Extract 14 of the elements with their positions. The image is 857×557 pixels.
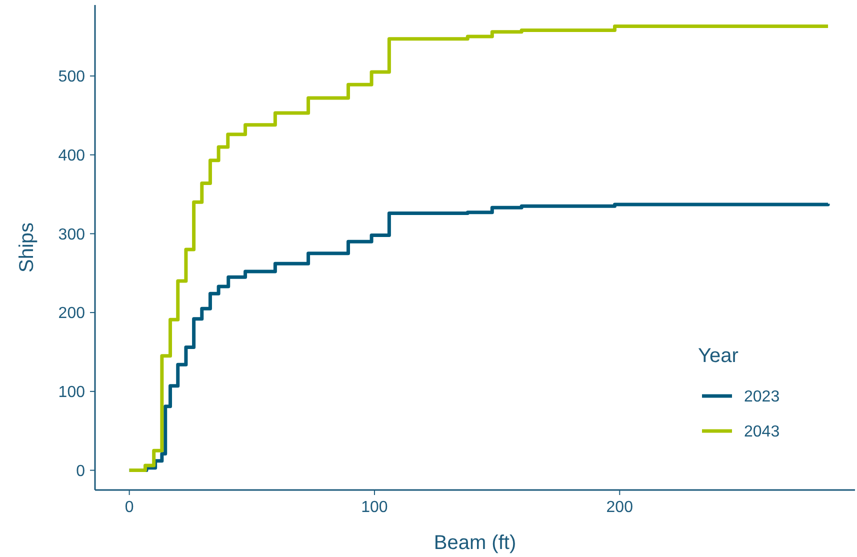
y-tick-label: 500 [58,68,86,86]
x-axis-title: Beam (ft) [434,532,516,554]
y-tick-label: 0 [76,462,86,480]
y-tick-label: 100 [58,384,86,402]
y-tick-label: 400 [58,147,86,164]
x-tick-label: 200 [606,499,634,516]
y-axis-title: Ships [16,222,38,273]
x-tick-label: 100 [361,499,388,516]
legend-label: 2023 [744,388,780,406]
legend-label: 2043 [744,424,780,441]
y-tick-label: 300 [58,226,86,244]
x-tick-label: 0 [124,499,134,516]
legend-title: Year [698,345,739,367]
y-tick-label: 200 [58,305,86,322]
